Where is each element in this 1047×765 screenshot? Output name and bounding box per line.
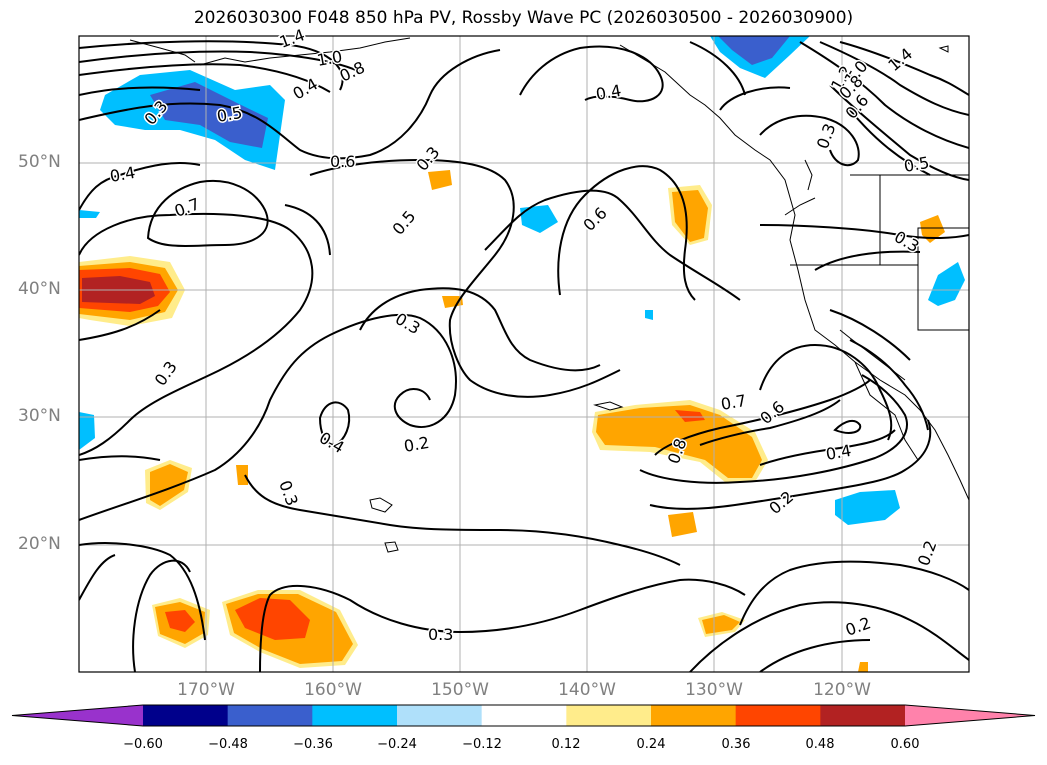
lon-label-130w: 130°W	[685, 680, 743, 700]
colorbar-bin	[566, 705, 652, 726]
colorbar-bin	[227, 705, 313, 726]
contour-label: 0.4	[594, 81, 622, 104]
shaded-anomalies	[79, 36, 965, 672]
map-title: 2026030300 F048 850 hPa PV, Rossby Wave …	[193, 8, 854, 28]
contour-label: 0.6	[330, 152, 355, 171]
lon-label-160w: 160°W	[304, 680, 362, 700]
contour-label: 0.4	[824, 441, 852, 464]
lat-label-50n: 50°N	[18, 152, 61, 172]
colorbar-bin	[735, 705, 821, 726]
lon-label-150w: 150°W	[431, 680, 489, 700]
lat-label-40n: 40°N	[18, 279, 61, 299]
colorbar-tick: 0.36	[721, 737, 751, 752]
lat-label-20n: 20°N	[18, 534, 61, 554]
colorbar-tick: 0.12	[551, 737, 581, 752]
colorbar-tick: −0.48	[208, 737, 248, 752]
colorbar-bin	[397, 705, 483, 726]
colorbar-tick: −0.12	[462, 737, 502, 752]
colorbar-tick: 0.60	[890, 737, 920, 752]
colorbar	[11, 704, 1036, 727]
colorbar-bin	[312, 705, 398, 726]
graticule	[79, 36, 969, 672]
colorbar-tick: 0.24	[636, 737, 666, 752]
map-area	[79, 36, 969, 672]
colorbar-extend-max	[905, 705, 1035, 726]
colorbar-tick: −0.24	[377, 737, 417, 752]
colorbar-tick: −0.36	[293, 737, 333, 752]
colorbar-bin	[820, 705, 906, 726]
colorbar-bin	[651, 705, 737, 726]
colorbar-bin	[143, 705, 229, 726]
colorbar-outline	[11, 704, 1036, 727]
contour-label: 0.3	[428, 625, 453, 644]
colorbar-tick: 0.48	[805, 737, 835, 752]
lat-label-30n: 30°N	[18, 406, 61, 426]
map-frame	[78, 35, 970, 673]
lon-label-120w: 120°W	[813, 680, 871, 700]
islands	[369, 45, 949, 553]
colorbar-tick: −0.60	[123, 737, 163, 752]
colorbar-extend-min	[12, 705, 143, 726]
lon-label-140w: 140°W	[558, 680, 616, 700]
lon-label-170w: 170°W	[177, 680, 235, 700]
pv-contours	[79, 40, 969, 672]
colorbar-bin	[481, 705, 567, 726]
